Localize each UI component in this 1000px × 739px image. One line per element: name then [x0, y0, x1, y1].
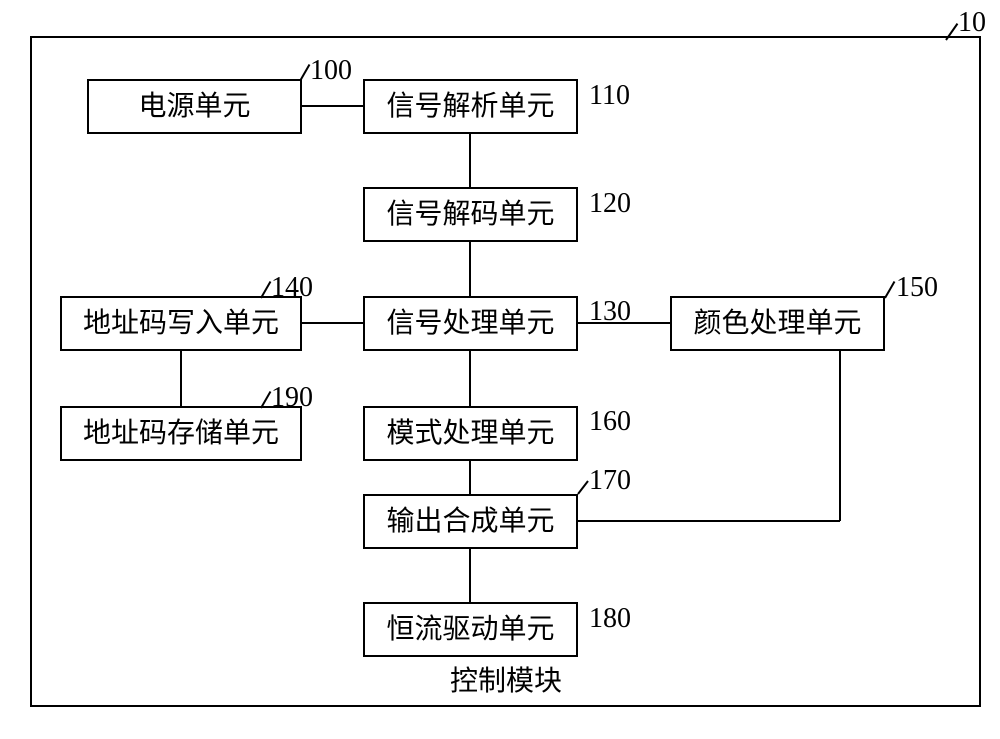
node-signal-parse-unit: 信号解析单元: [363, 79, 578, 134]
id-label-110: 110: [589, 82, 630, 110]
id-label-140: 140: [271, 274, 313, 302]
node-constant-current-drive-unit: 恒流驱动单元: [363, 602, 578, 657]
id-label-120: 120: [589, 190, 631, 218]
diagram-stage: 10 控制模块 电源单元 信号解析单元 信号解码单元 信号处理单元 地址码写入单…: [0, 0, 1000, 739]
node-label: 地址码写入单元: [83, 310, 279, 338]
id-label-190: 190: [271, 384, 313, 412]
node-label: 模式处理单元: [386, 420, 554, 448]
id-label-130: 130: [589, 298, 631, 326]
node-label: 恒流驱动单元: [386, 616, 554, 644]
node-address-store-unit: 地址码存储单元: [60, 406, 302, 461]
node-label: 信号处理单元: [386, 310, 554, 338]
node-signal-process-unit: 信号处理单元: [363, 296, 578, 351]
id-label-180: 180: [589, 605, 631, 633]
node-label: 地址码存储单元: [83, 420, 279, 448]
node-color-process-unit: 颜色处理单元: [670, 296, 885, 351]
id-label-160: 160: [589, 408, 631, 436]
node-mode-process-unit: 模式处理单元: [363, 406, 578, 461]
node-label: 信号解析单元: [386, 93, 554, 121]
node-label: 电源单元: [138, 93, 250, 121]
id-label-150: 150: [896, 274, 938, 302]
node-label: 颜色处理单元: [693, 310, 861, 338]
node-output-synth-unit: 输出合成单元: [363, 494, 578, 549]
node-address-write-unit: 地址码写入单元: [60, 296, 302, 351]
node-label: 输出合成单元: [386, 508, 554, 536]
id-label-170: 170: [589, 467, 631, 495]
node-power-unit: 电源单元: [87, 79, 302, 134]
id-label-100: 100: [310, 57, 352, 85]
node-signal-decode-unit: 信号解码单元: [363, 187, 578, 242]
node-label: 信号解码单元: [386, 201, 554, 229]
